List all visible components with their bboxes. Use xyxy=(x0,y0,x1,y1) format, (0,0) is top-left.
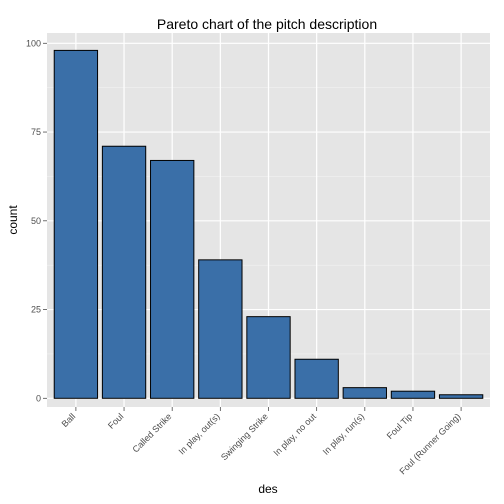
x-tick-label: In play, out(s) xyxy=(177,411,222,456)
bar-foul xyxy=(102,146,145,398)
y-tick-label: 50 xyxy=(31,216,41,226)
y-tick-label: 100 xyxy=(26,38,41,48)
bar-in-play-out-s xyxy=(199,260,242,398)
x-tick-label: Swinging Strike xyxy=(219,411,270,462)
bar-in-play-run-s xyxy=(343,388,386,399)
x-tick-label: Foul xyxy=(106,411,125,430)
x-tick-label: Called Strike xyxy=(130,411,173,454)
y-tick-label: 25 xyxy=(31,305,41,315)
bar-foul-tip xyxy=(391,391,434,398)
y-tick-label: 75 xyxy=(31,127,41,137)
bar-swinging-strike xyxy=(247,317,290,399)
bar-in-play-no-out xyxy=(295,359,338,398)
x-tick-label: In play, run(s) xyxy=(321,411,367,457)
x-tick-label: Foul Tip xyxy=(385,411,415,441)
x-axis-title: des xyxy=(258,482,277,496)
x-tick-label: Ball xyxy=(60,411,78,429)
y-axis-ticks: 0 25 50 75 100 xyxy=(26,38,47,403)
x-tick-label: In play, no out xyxy=(271,411,318,458)
bar-foul-runner-going xyxy=(439,395,482,399)
y-tick-label: 0 xyxy=(36,393,41,403)
bar-called-strike xyxy=(151,160,194,398)
y-axis-title: count xyxy=(6,205,20,235)
chart-title: Pareto chart of the pitch description xyxy=(157,16,377,32)
bar-ball xyxy=(54,50,97,398)
x-axis-ticks: Ball Foul Called Strike In play, out(s)Swin… xyxy=(60,407,463,476)
